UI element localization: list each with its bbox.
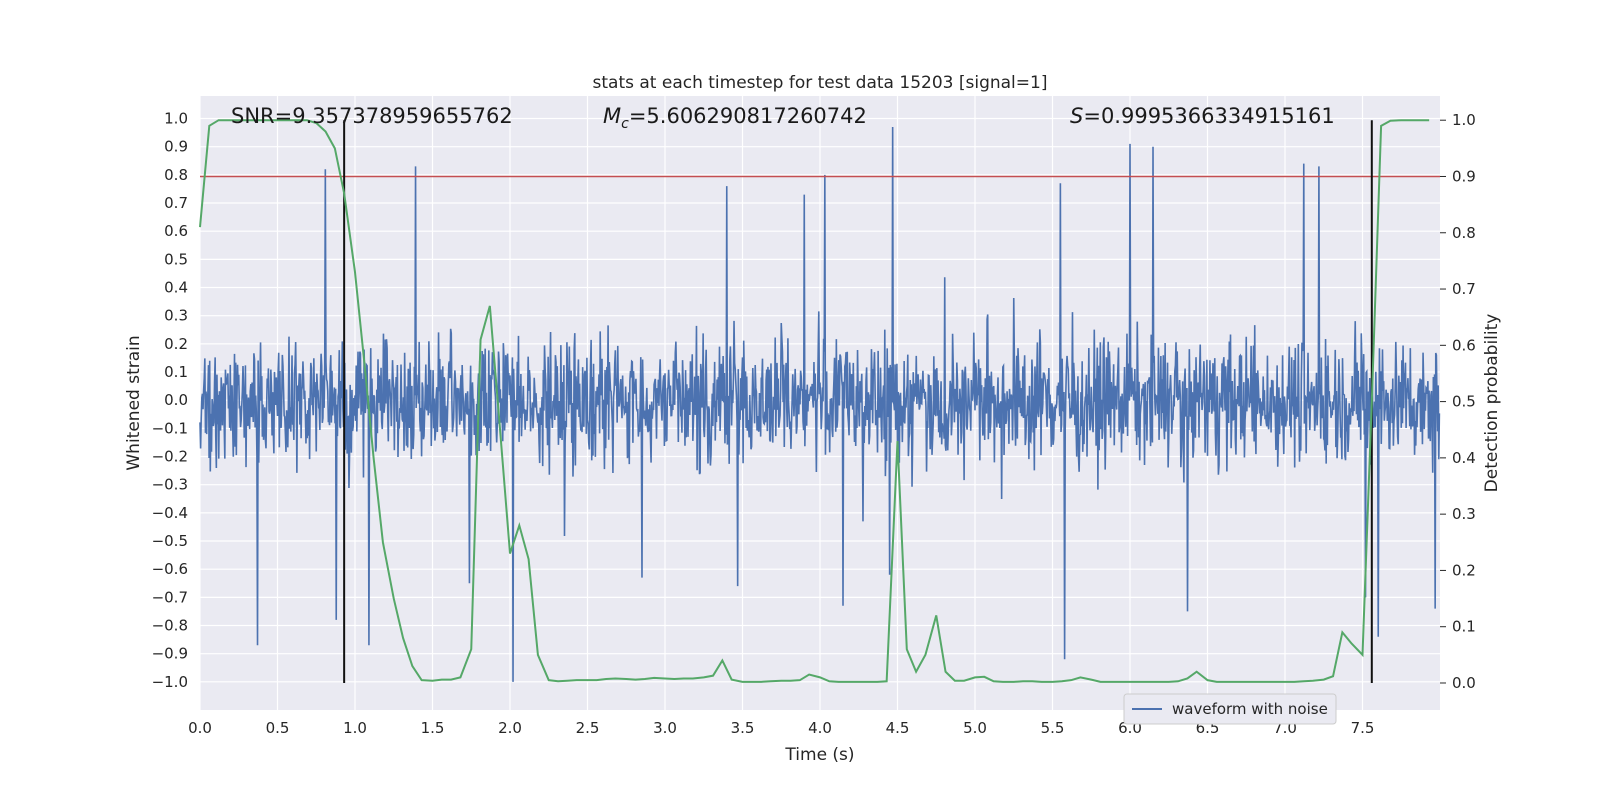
chirp-mass-value: =5.606290817260742 [629,104,867,128]
y-tick-label: −0.9 [152,645,188,663]
x-tick-label: 3.5 [731,719,755,737]
legend-label-waveform: waveform with noise [1172,700,1328,718]
y-tick-labels: −1.0 −0.9 −0.8 −0.7 −0.6 −0.5 −0.4 −0.3 −0.2 −0.1… [152,110,188,691]
y-tick-label: 1.0 [164,110,188,128]
y2-tick-label: 0.9 [1452,167,1476,185]
y-tick-label: 0.0 [164,391,188,409]
y-tick-label: −0.6 [152,560,188,578]
detection-probability-line [199,119,1430,683]
y-tick-label: −0.5 [152,532,188,550]
y-tick-label: 0.7 [164,194,188,212]
score-annotation: S=0.9995366334915161 [1070,104,1335,128]
y-tick-label: −0.2 [152,448,188,466]
x-tick-label: 5.0 [963,719,987,737]
y2-axis-label: Detection probability [1482,314,1502,493]
x-tick-labels: 0.0 0.5 1.0 1.5 2.0 2.5 3.0 3.5 4.0 4.5 5.0 5.5 6.0 6… [188,719,1374,737]
x-tick-label: 3.0 [653,719,677,737]
score-symbol: S [1070,104,1083,128]
chirp-mass-symbol: M [603,104,621,128]
y2-tick-label: 0.4 [1452,449,1476,467]
y2-tick-label: 0.3 [1452,505,1476,523]
x-tick-label: 1.5 [421,719,445,737]
y-tick-label: 0.3 [164,307,188,325]
y-tick-label: −0.8 [152,617,188,635]
y2-tick-labels: 0.0 0.1 0.2 0.3 0.4 0.5 0.6 0.7 0.8 0.9 1.0 [1440,111,1476,692]
y-tick-label: 0.1 [164,363,188,381]
y-tick-label: 0.6 [164,222,188,240]
wave-layer [199,126,1441,682]
y-axis-label: Whitened strain [124,335,144,470]
x-tick-label: 4.5 [886,719,910,737]
x-tick-label: 2.5 [576,719,600,737]
x-tick-label: 4.0 [808,719,832,737]
x-tick-label: 0.5 [266,719,290,737]
x-tick-label: 1.0 [343,719,367,737]
x-tick-label: 2.0 [498,719,522,737]
y-tick-label: 0.8 [164,166,188,184]
y-tick-label: 0.5 [164,250,188,268]
y-tick-label: −0.3 [152,476,188,494]
chirp-mass-subscript: c [621,116,629,132]
x-axis-label: Time (s) [784,745,854,765]
y-tick-label: −1.0 [152,673,188,691]
legend: waveform with noise [1123,693,1337,725]
waveform-with-noise-trace [199,126,1441,682]
y2-tick-label: 0.8 [1452,224,1476,242]
y-tick-label: −0.4 [152,504,188,522]
y2-tick-label: 0.0 [1452,674,1476,692]
y2-tick-label: 0.7 [1452,280,1476,298]
y2-tick-label: 0.2 [1452,561,1476,579]
y-tick-label: 0.9 [164,138,188,156]
snr-annotation: SNR=9.357378959655762 [231,104,513,128]
y2-tick-label: 0.5 [1452,393,1476,411]
x-tick-label: 7.5 [1351,719,1375,737]
y2-tick-label: 0.1 [1452,618,1476,636]
legend-box [1123,693,1337,725]
x-tick-label: 0.0 [188,719,212,737]
y-tick-label: −0.7 [152,588,188,606]
y-tick-label: −0.1 [152,419,188,437]
chart-title: stats at each timestep for test data 152… [593,73,1048,93]
y-tick-label: 0.2 [164,335,188,353]
chirp-mass-annotation: Mc=5.606290817260742 [603,104,867,132]
score-value: =0.9995366334915161 [1083,104,1334,128]
y2-tick-label: 1.0 [1452,111,1476,129]
y2-tick-label: 0.6 [1452,336,1476,354]
x-tick-label: 5.5 [1041,719,1065,737]
y-tick-label: 0.4 [164,279,188,297]
